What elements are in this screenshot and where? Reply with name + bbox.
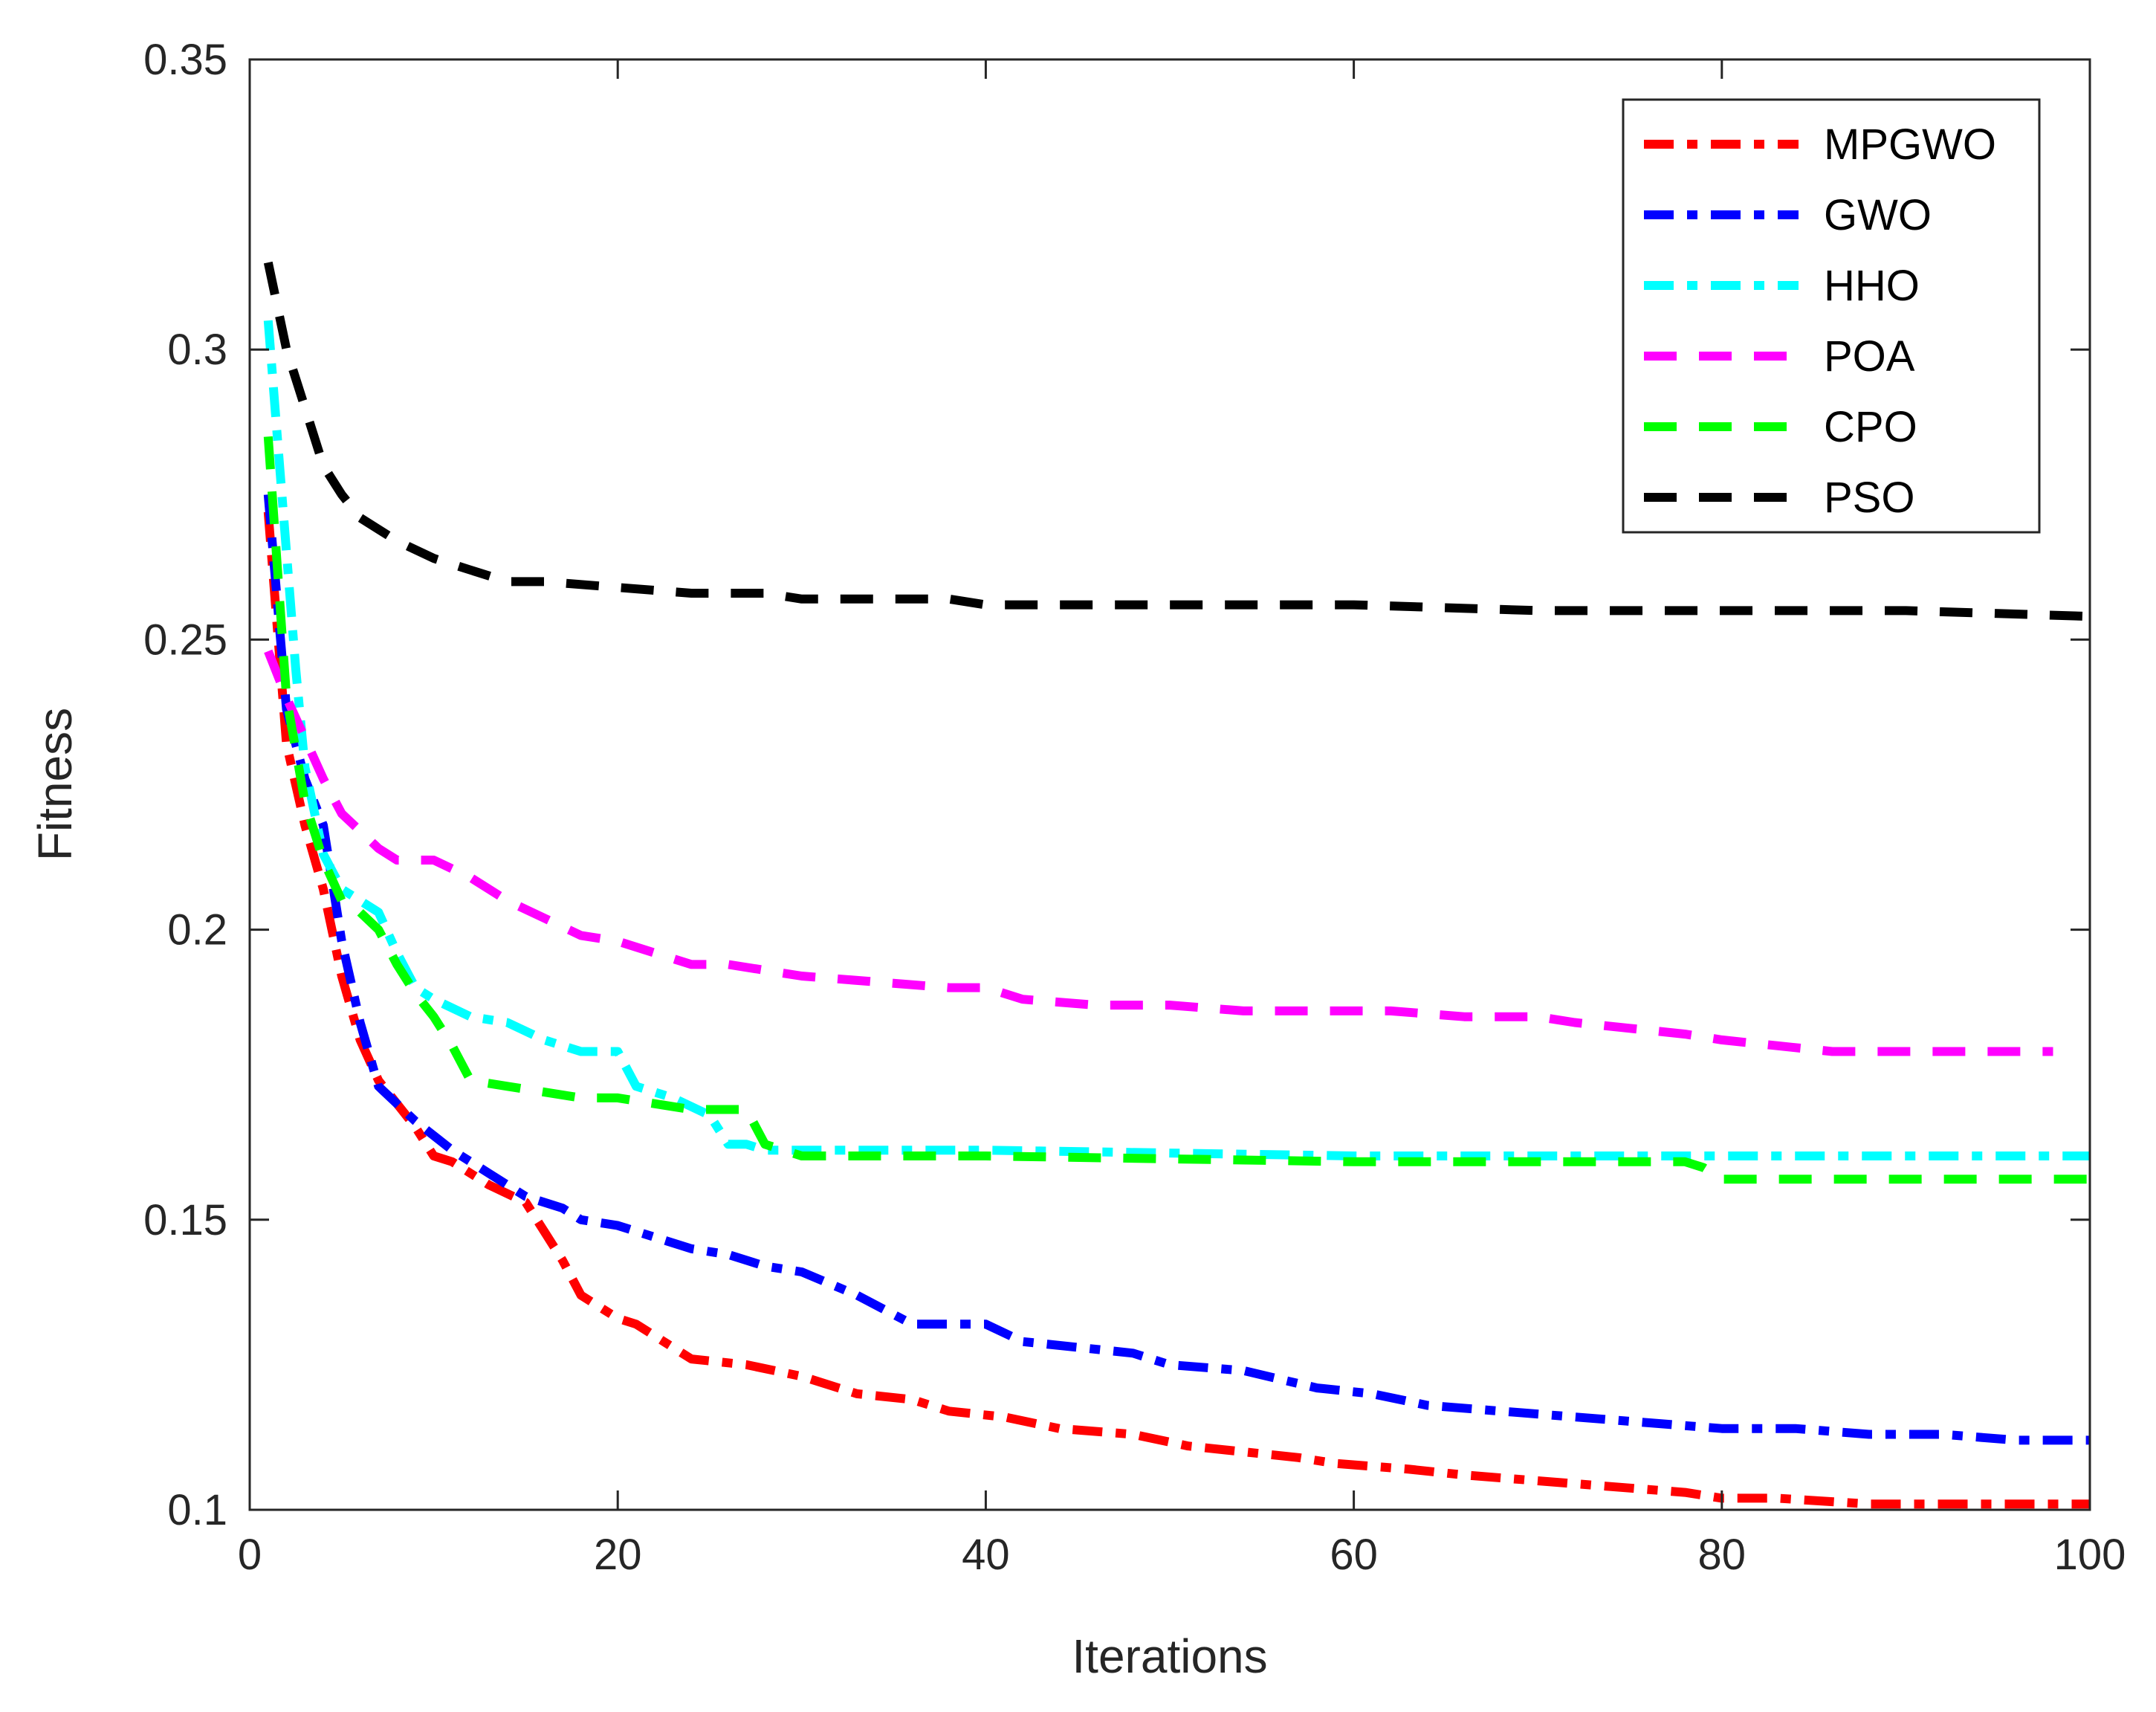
y-tick-label: 0.2 [167, 906, 227, 954]
legend-box [1622, 98, 2041, 534]
x-tick-label: 0 [238, 1531, 262, 1579]
x-tick-label: 20 [594, 1531, 642, 1579]
plot-area-frame [248, 58, 2091, 1511]
x-tick-label: 40 [962, 1531, 1010, 1579]
series-line-cpo [263, 436, 2090, 1184]
x-axis-title: Iterations [1072, 1629, 1267, 1683]
y-axis-title: Fitness [28, 708, 82, 861]
legend-label-poa: POA [1824, 332, 1915, 381]
series-layer [263, 261, 2091, 1509]
legend-label-cpo: CPO [1824, 403, 1917, 451]
axis-ticks [248, 58, 2091, 1511]
series-line-hho [263, 320, 2090, 1160]
legend: MPGWO GWO HHO POA CPO PSO [1622, 98, 2041, 534]
legend-label-mpgwo: MPGWO [1824, 120, 1996, 169]
axis-tick-labels: 0 20 40 60 80 100 0.1 0.15 0.2 0.25 0.3 0.35 [143, 36, 2126, 1579]
legend-label-hho: HHO [1824, 262, 1920, 310]
y-tick-label: 0.15 [143, 1196, 227, 1244]
legend-label-gwo: GWO [1824, 191, 1932, 239]
legend-label-pso: PSO [1824, 474, 1915, 522]
y-tick-label: 0.35 [143, 36, 227, 84]
y-tick-label: 0.3 [167, 326, 227, 374]
series-line-gwo [263, 494, 2090, 1445]
x-tick-label: 80 [1698, 1531, 1747, 1579]
series-line-poa [264, 649, 2053, 1056]
legend-items: MPGWO GWO HHO POA CPO PSO [1644, 120, 1996, 522]
series-line-pso [263, 261, 2091, 621]
y-tick-label: 0.25 [143, 616, 227, 664]
y-tick-label: 0.1 [167, 1486, 227, 1534]
x-tick-label: 60 [1330, 1531, 1378, 1579]
x-tick-label: 100 [2054, 1531, 2126, 1579]
